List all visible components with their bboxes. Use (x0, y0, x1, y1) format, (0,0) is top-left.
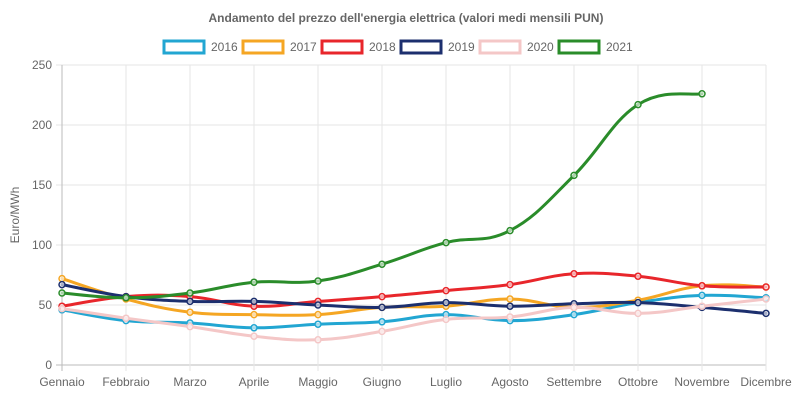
data-point (762, 283, 770, 291)
data-point (186, 297, 194, 306)
x-tick-label: Febbraio (102, 375, 150, 389)
legend-label: 2019 (448, 40, 475, 54)
series-line-2017 (60, 277, 768, 317)
x-tick-label: Settembre (546, 375, 602, 389)
data-point (250, 278, 258, 286)
legend-swatch (557, 39, 601, 55)
x-tick-label: Marzo (173, 375, 207, 389)
data-point (762, 295, 770, 303)
x-tick-label: Gennaio (39, 375, 85, 389)
legend-swatch (241, 39, 285, 55)
data-point (634, 309, 642, 318)
data-point (506, 280, 514, 289)
data-point (186, 322, 194, 331)
legend-item-2020[interactable]: 2020 (478, 39, 554, 55)
y-tick-label: 250 (32, 58, 52, 72)
y-tick-label: 50 (39, 298, 53, 312)
data-point (378, 318, 386, 326)
data-point (250, 310, 258, 319)
data-point (378, 260, 386, 268)
y-tick-label: 150 (32, 178, 52, 192)
data-point (442, 298, 450, 307)
data-point (250, 324, 258, 332)
chart-title: Andamento del prezzo dell'energia elettr… (209, 11, 604, 25)
data-point (58, 289, 66, 297)
data-point (442, 286, 450, 295)
data-point (570, 303, 578, 312)
x-tick-label: Agosto (491, 375, 529, 389)
data-point (186, 308, 194, 316)
y-tick-label: 0 (45, 358, 52, 372)
data-point (698, 291, 706, 300)
x-tick-label: Luglio (430, 375, 462, 389)
legend-item-2019[interactable]: 2019 (399, 39, 475, 55)
x-tick-label: Novembre (674, 375, 730, 389)
data-point (506, 302, 514, 310)
legend-item-2021[interactable]: 2021 (557, 39, 633, 55)
legend-label: 2021 (606, 40, 633, 54)
series-2018 (58, 270, 770, 310)
y-axis-label: Euro/MWh (8, 187, 22, 244)
x-tick-label: Ottobre (618, 375, 658, 389)
data-point (314, 336, 322, 344)
legend-item-2017[interactable]: 2017 (241, 39, 317, 55)
data-point (314, 277, 322, 285)
legend-label: 2020 (527, 40, 554, 54)
legend-swatch (399, 39, 443, 55)
data-point (122, 314, 130, 322)
x-tick-label: Maggio (298, 375, 338, 389)
legend-label: 2017 (290, 40, 317, 54)
legend-label: 2016 (211, 40, 238, 54)
data-point (506, 226, 514, 235)
data-point (378, 303, 386, 312)
x-tick-label: Aprile (239, 375, 270, 389)
data-point (634, 100, 642, 109)
data-point (250, 332, 258, 340)
series-line-2019 (60, 283, 768, 315)
series-line-2018 (60, 271, 768, 308)
data-point (442, 315, 450, 324)
data-point (378, 327, 386, 336)
data-point (634, 272, 642, 280)
data-point (570, 270, 578, 278)
data-point (698, 282, 706, 290)
legend-item-2018[interactable]: 2018 (320, 39, 396, 55)
data-point (314, 320, 322, 328)
data-point (314, 301, 322, 309)
legend[interactable]: 2016 2017 2018 2019 2020 2021 (162, 39, 633, 55)
data-point (378, 292, 386, 301)
data-point (570, 310, 578, 319)
data-point (634, 298, 642, 307)
legend-swatch (320, 39, 364, 55)
y-tick-label: 200 (32, 118, 52, 132)
legend-label: 2018 (369, 40, 396, 54)
data-point (186, 289, 194, 297)
data-point (506, 313, 514, 321)
x-tick-label: Giugno (363, 375, 402, 389)
y-tick-label: 100 (32, 238, 52, 252)
data-point (762, 309, 770, 318)
data-point (698, 302, 706, 310)
series-line-2020 (60, 297, 768, 342)
data-point (58, 274, 66, 283)
legend-item-2016[interactable]: 2016 (162, 39, 238, 55)
data-point (58, 280, 66, 289)
data-point (506, 295, 514, 303)
data-point (570, 171, 578, 180)
data-point (58, 304, 66, 313)
data-point (122, 294, 130, 302)
legend-swatch (162, 39, 206, 55)
data-point (698, 90, 706, 98)
series-layer (58, 90, 770, 344)
axes: 0 50 100 150 200 250 Gennaio Febbraio Marzo April… (32, 58, 792, 389)
legend-swatch (478, 39, 522, 55)
series-2021 (58, 90, 706, 302)
data-point (250, 297, 258, 306)
series-2020 (58, 295, 770, 344)
data-point (442, 238, 450, 247)
x-tick-label: Dicembre (740, 375, 792, 389)
data-point (314, 310, 322, 319)
